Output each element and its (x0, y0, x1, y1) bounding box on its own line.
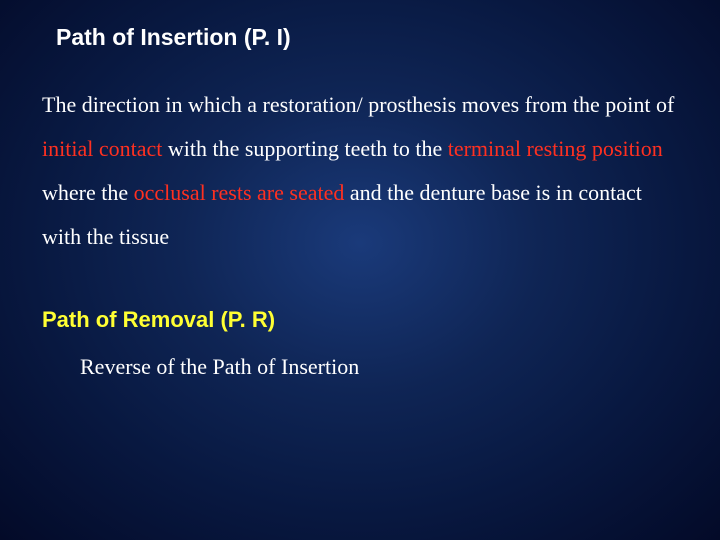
body1-seg1: The direction in which a restoration/ pr… (42, 92, 674, 117)
slide-content: Path of Insertion (P. I) The direction i… (0, 0, 720, 540)
body-path-of-removal: Reverse of the Path of Insertion (80, 347, 678, 387)
body-path-of-insertion: The direction in which a restoration/ pr… (42, 83, 678, 259)
body1-em1: initial contact (42, 136, 162, 161)
heading-path-of-removal: Path of Removal (P. R) (42, 307, 678, 333)
body1-em3: occlusal rests are seated (134, 180, 345, 205)
body1-seg3: where the (42, 180, 134, 205)
heading-path-of-insertion: Path of Insertion (P. I) (56, 24, 678, 51)
body1-em2: terminal resting position (448, 136, 663, 161)
body1-seg2: with the supporting teeth to the (162, 136, 447, 161)
